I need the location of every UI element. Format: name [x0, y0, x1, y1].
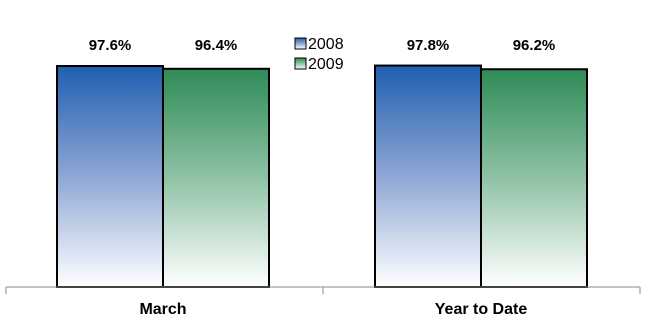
category-label-march: March	[139, 301, 186, 318]
legend-swatch-2008	[295, 38, 306, 49]
bar-year-to-date-2009	[481, 69, 587, 287]
legend-label-2009: 2009	[308, 56, 344, 73]
data-label-march-2008: 97.6%	[89, 37, 132, 54]
category-label-year-to-date: Year to Date	[435, 301, 528, 318]
legend-swatch-2009	[295, 58, 306, 69]
data-label-year-to-date-2008: 97.8%	[407, 37, 450, 54]
bar-year-to-date-2008	[375, 66, 481, 287]
legend-label-2008: 2008	[308, 36, 344, 53]
bar-march-2009	[163, 69, 269, 287]
data-label-year-to-date-2009: 96.2%	[513, 37, 556, 54]
data-label-march-2009: 96.4%	[195, 37, 238, 54]
bar-march-2008	[57, 66, 163, 287]
